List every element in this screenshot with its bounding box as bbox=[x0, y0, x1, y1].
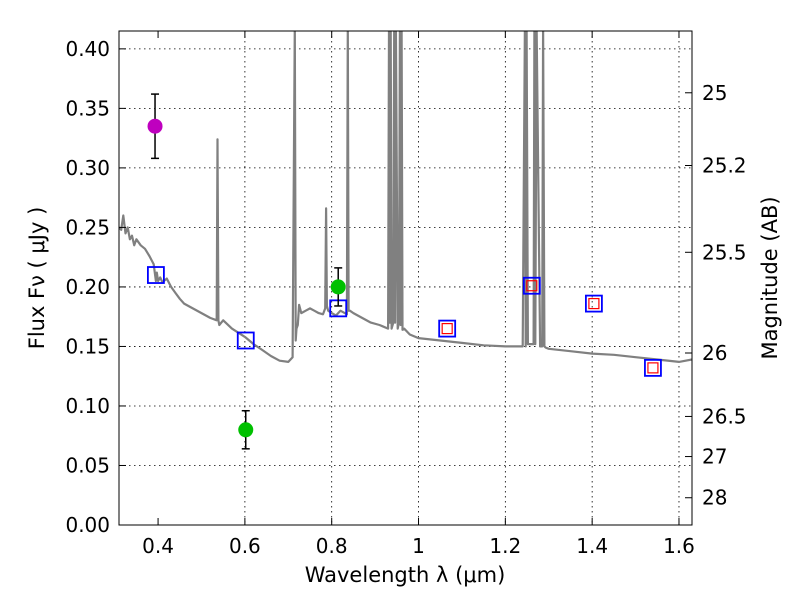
y-tick-label: 0.15 bbox=[65, 334, 110, 358]
model-photometry-point bbox=[236, 331, 255, 350]
right-tick-label: 26 bbox=[702, 341, 727, 365]
x-tick-label: 1.4 bbox=[576, 534, 608, 558]
y-tick-label: 0.00 bbox=[65, 513, 110, 537]
x-tick-label: 1 bbox=[412, 534, 425, 558]
plot-area-background bbox=[119, 31, 692, 525]
model-photometry-point bbox=[438, 319, 457, 338]
upper-limit-point bbox=[441, 322, 453, 335]
x-tick-label: 1.2 bbox=[489, 534, 521, 558]
upper-limit-point bbox=[526, 280, 538, 292]
model-photometry-point bbox=[584, 294, 603, 313]
right-tick-label: 25.5 bbox=[702, 240, 747, 264]
observed-photometry-point bbox=[238, 422, 254, 438]
right-tick-label: 28 bbox=[702, 486, 727, 510]
observed-photometry-point bbox=[147, 118, 163, 134]
right-axis-label: Magnitude (AB) bbox=[758, 196, 782, 359]
x-tick-label: 0.8 bbox=[316, 534, 348, 558]
y-tick-label: 0.05 bbox=[65, 453, 110, 477]
upper-limit-point bbox=[588, 297, 600, 310]
plot-frame bbox=[118, 30, 693, 526]
y-tick-label: 0.40 bbox=[65, 37, 110, 61]
marker-layer bbox=[146, 93, 662, 450]
y-tick-label: 0.30 bbox=[65, 156, 110, 180]
upper-limit-point bbox=[647, 362, 659, 374]
y-tick-label: 0.10 bbox=[65, 394, 110, 418]
y-tick-label: 0.35 bbox=[65, 96, 110, 120]
x-tick-label: 0.4 bbox=[142, 534, 174, 558]
model-photometry-point bbox=[146, 266, 165, 284]
x-axis-label: Wavelength λ (μm) bbox=[305, 563, 506, 587]
y-axis-label: Flux Fν ( μJy ) bbox=[25, 207, 49, 350]
right-tick-label: 25 bbox=[702, 81, 727, 105]
right-tick-label: 25.2 bbox=[702, 154, 747, 178]
y-tick-label: 0.25 bbox=[65, 215, 110, 239]
ticks: 0.4 0.6 0.8 1 1.2 1.4 1.6 0.00 0.05 0.10 0.15 0.20 0… bbox=[65, 31, 747, 558]
observed-photometry-point bbox=[330, 279, 346, 295]
right-tick-label: 26.5 bbox=[702, 404, 747, 428]
model-photometry-point bbox=[644, 358, 662, 377]
x-tick-label: 1.6 bbox=[663, 534, 695, 558]
grid bbox=[119, 31, 692, 525]
model-photometry-point bbox=[522, 276, 541, 295]
y-tick-label: 0.20 bbox=[65, 275, 110, 299]
right-tick-label: 27 bbox=[702, 445, 727, 469]
x-tick-label: 0.6 bbox=[229, 534, 261, 558]
